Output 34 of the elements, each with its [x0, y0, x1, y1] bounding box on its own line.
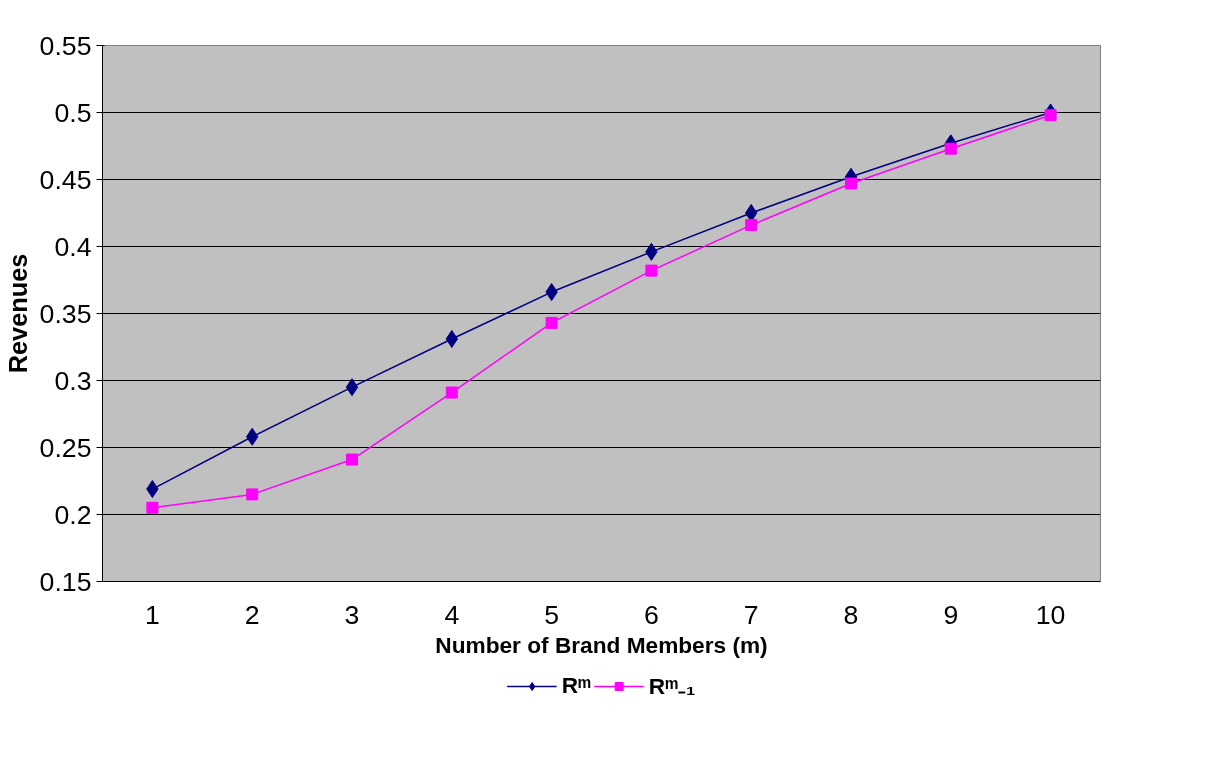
point — [246, 488, 259, 501]
point — [445, 386, 458, 399]
x-tick-label: 2 — [244, 599, 260, 630]
x-tick-label: 5 — [544, 599, 560, 630]
x-tick-label: 4 — [444, 599, 460, 630]
x-tick-label: 9 — [943, 599, 959, 630]
y-axis-title: Revenues — [3, 253, 32, 374]
point — [745, 219, 758, 232]
point — [1044, 109, 1057, 122]
x-tick-label: 6 — [643, 599, 659, 630]
point — [845, 177, 857, 190]
y-tick-label: 0.25 — [39, 432, 92, 463]
y-tick-label: 0.2 — [54, 499, 92, 530]
legend-label: Rᵐ₋₁ — [648, 672, 696, 701]
y-tick-label: 0.3 — [54, 365, 92, 396]
point — [545, 316, 558, 329]
point — [645, 264, 658, 277]
x-tick-label: 10 — [1035, 599, 1066, 630]
legend-label: Rᵐ — [561, 672, 591, 699]
y-tick-label: 0.5 — [54, 97, 92, 128]
point — [345, 378, 359, 397]
x-axis-title: Number of Brand Members (m) — [435, 631, 768, 658]
x-tick-label: 1 — [144, 599, 160, 630]
y-tick-label: 0.15 — [39, 566, 92, 597]
x-tick-label: 3 — [344, 599, 360, 630]
point — [346, 453, 358, 466]
y-tick-label: 0.35 — [39, 298, 92, 329]
y-tick-label: 0.55 — [39, 30, 92, 61]
x-tick-label: 7 — [743, 599, 759, 630]
y-tick-label: 0.4 — [54, 231, 92, 262]
point — [146, 501, 159, 514]
point — [944, 142, 957, 155]
y-tick-label: 0.45 — [39, 164, 92, 195]
x-tick-label: 8 — [843, 599, 859, 630]
